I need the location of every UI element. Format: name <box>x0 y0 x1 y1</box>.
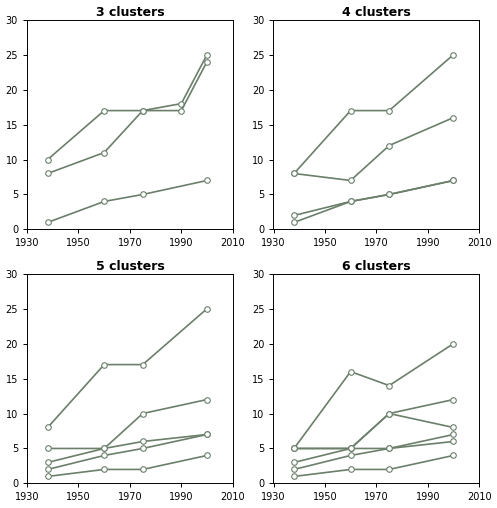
Title: 4 clusters: 4 clusters <box>342 6 411 19</box>
Title: 5 clusters: 5 clusters <box>95 260 165 273</box>
Title: 6 clusters: 6 clusters <box>342 260 411 273</box>
Title: 3 clusters: 3 clusters <box>95 6 164 19</box>
